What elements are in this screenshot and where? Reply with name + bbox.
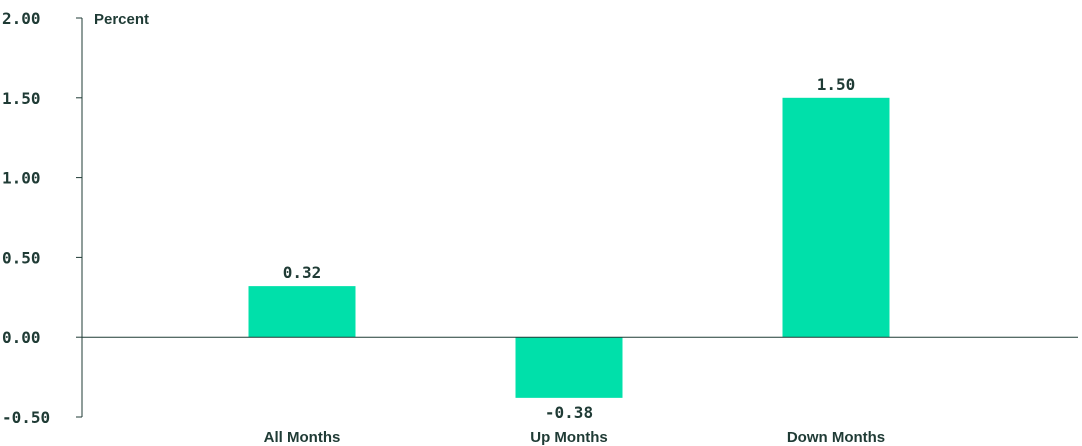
category-labels: All Months Up Months Down Months (264, 429, 885, 446)
bar-down-months (782, 97, 890, 338)
value-labels: 0.32 -0.38 1.50 (283, 75, 856, 422)
category-label: Down Months (787, 429, 885, 446)
y-tick-label: -0.50 (2, 408, 50, 427)
y-axis-unit-label: Percent (94, 11, 149, 28)
y-tick-label: 1.00 (2, 169, 41, 188)
y-axis: -0.50 0.00 0.50 1.00 1.50 2.00 (2, 9, 83, 427)
y-tick-label: 0.00 (2, 328, 41, 347)
bar-value-label: 1.50 (817, 75, 856, 94)
category-label: All Months (264, 429, 341, 446)
y-tick-label: 1.50 (2, 89, 41, 108)
bar-value-label: -0.38 (545, 403, 593, 422)
bars (248, 97, 890, 398)
category-label: Up Months (530, 429, 607, 446)
bar-all-months (248, 286, 356, 338)
bar-value-label: 0.32 (283, 263, 322, 282)
y-tick-label: 0.50 (2, 248, 41, 267)
bar-up-months (515, 337, 623, 398)
y-tick-label: 2.00 (2, 9, 41, 28)
